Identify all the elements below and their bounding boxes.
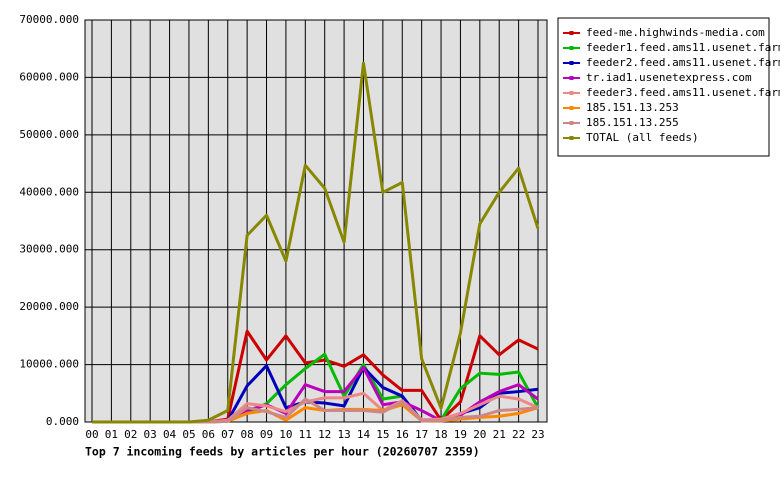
legend-label: feeder3.feed.ams11.usenet.farm xyxy=(586,86,780,99)
legend-label: feeder2.feed.ams11.usenet.farm xyxy=(586,56,780,69)
legend-marker-dot xyxy=(569,31,574,35)
x-tick-label: 15 xyxy=(376,428,389,441)
chart-title: Top 7 incoming feeds by articles per hou… xyxy=(85,445,480,459)
x-tick-label: 19 xyxy=(454,428,467,441)
y-tick-label: 60000.000 xyxy=(19,70,79,83)
legend-box xyxy=(557,17,770,157)
y-tick-label: 50000.000 xyxy=(19,128,79,141)
x-tick-label: 16 xyxy=(396,428,409,441)
x-tick-label: 06 xyxy=(202,428,215,441)
x-tick-label: 03 xyxy=(144,428,157,441)
legend-marker-dot xyxy=(569,136,574,140)
x-tick-label: 23 xyxy=(531,428,544,441)
legend-label: tr.iad1.usenetexpress.com xyxy=(586,71,752,84)
legend-label: 185.151.13.255 xyxy=(586,116,679,129)
legend-label: feed-me.highwinds-media.com xyxy=(586,26,765,39)
legend-marker-dot xyxy=(569,61,574,65)
x-tick-label: 11 xyxy=(299,428,312,441)
x-tick-label: 17 xyxy=(415,428,428,441)
legend-label: 185.151.13.253 xyxy=(586,101,679,114)
y-tick-label: 40000.000 xyxy=(19,185,79,198)
x-tick-label: 22 xyxy=(512,428,525,441)
x-tick-label: 09 xyxy=(260,428,273,441)
legend-marker-dot xyxy=(569,106,574,110)
x-tick-label: 13 xyxy=(337,428,350,441)
x-tick-label: 14 xyxy=(357,428,371,441)
x-tick-label: 20 xyxy=(473,428,486,441)
x-tick-label: 00 xyxy=(85,428,98,441)
legend-marker-dot xyxy=(569,121,574,125)
x-tick-label: 02 xyxy=(124,428,137,441)
legend-marker-dot xyxy=(569,46,574,50)
y-tick-label: 70000.000 xyxy=(19,13,79,26)
x-tick-label: 07 xyxy=(221,428,234,441)
y-tick-label: 30000.000 xyxy=(19,243,79,256)
x-tick-label: 10 xyxy=(279,428,292,441)
legend-marker-dot xyxy=(569,76,574,80)
x-tick-label: 05 xyxy=(182,428,195,441)
legend-marker-dot xyxy=(569,91,574,95)
x-tick-label: 21 xyxy=(493,428,506,441)
x-tick-label: 08 xyxy=(241,428,254,441)
plot-area xyxy=(84,19,548,423)
legend-label: TOTAL (all feeds) xyxy=(586,131,699,144)
y-tick-label: 10000.000 xyxy=(19,358,79,371)
y-tick-label: 20000.000 xyxy=(19,300,79,313)
x-tick-label: 12 xyxy=(318,428,331,441)
x-tick-label: 18 xyxy=(434,428,447,441)
series-line xyxy=(92,61,540,424)
y-tick-label: 0.000 xyxy=(46,415,79,428)
legend-label: feeder1.feed.ams11.usenet.farm xyxy=(586,41,780,54)
x-tick-label: 01 xyxy=(105,428,118,441)
x-tick-label: 04 xyxy=(163,428,177,441)
